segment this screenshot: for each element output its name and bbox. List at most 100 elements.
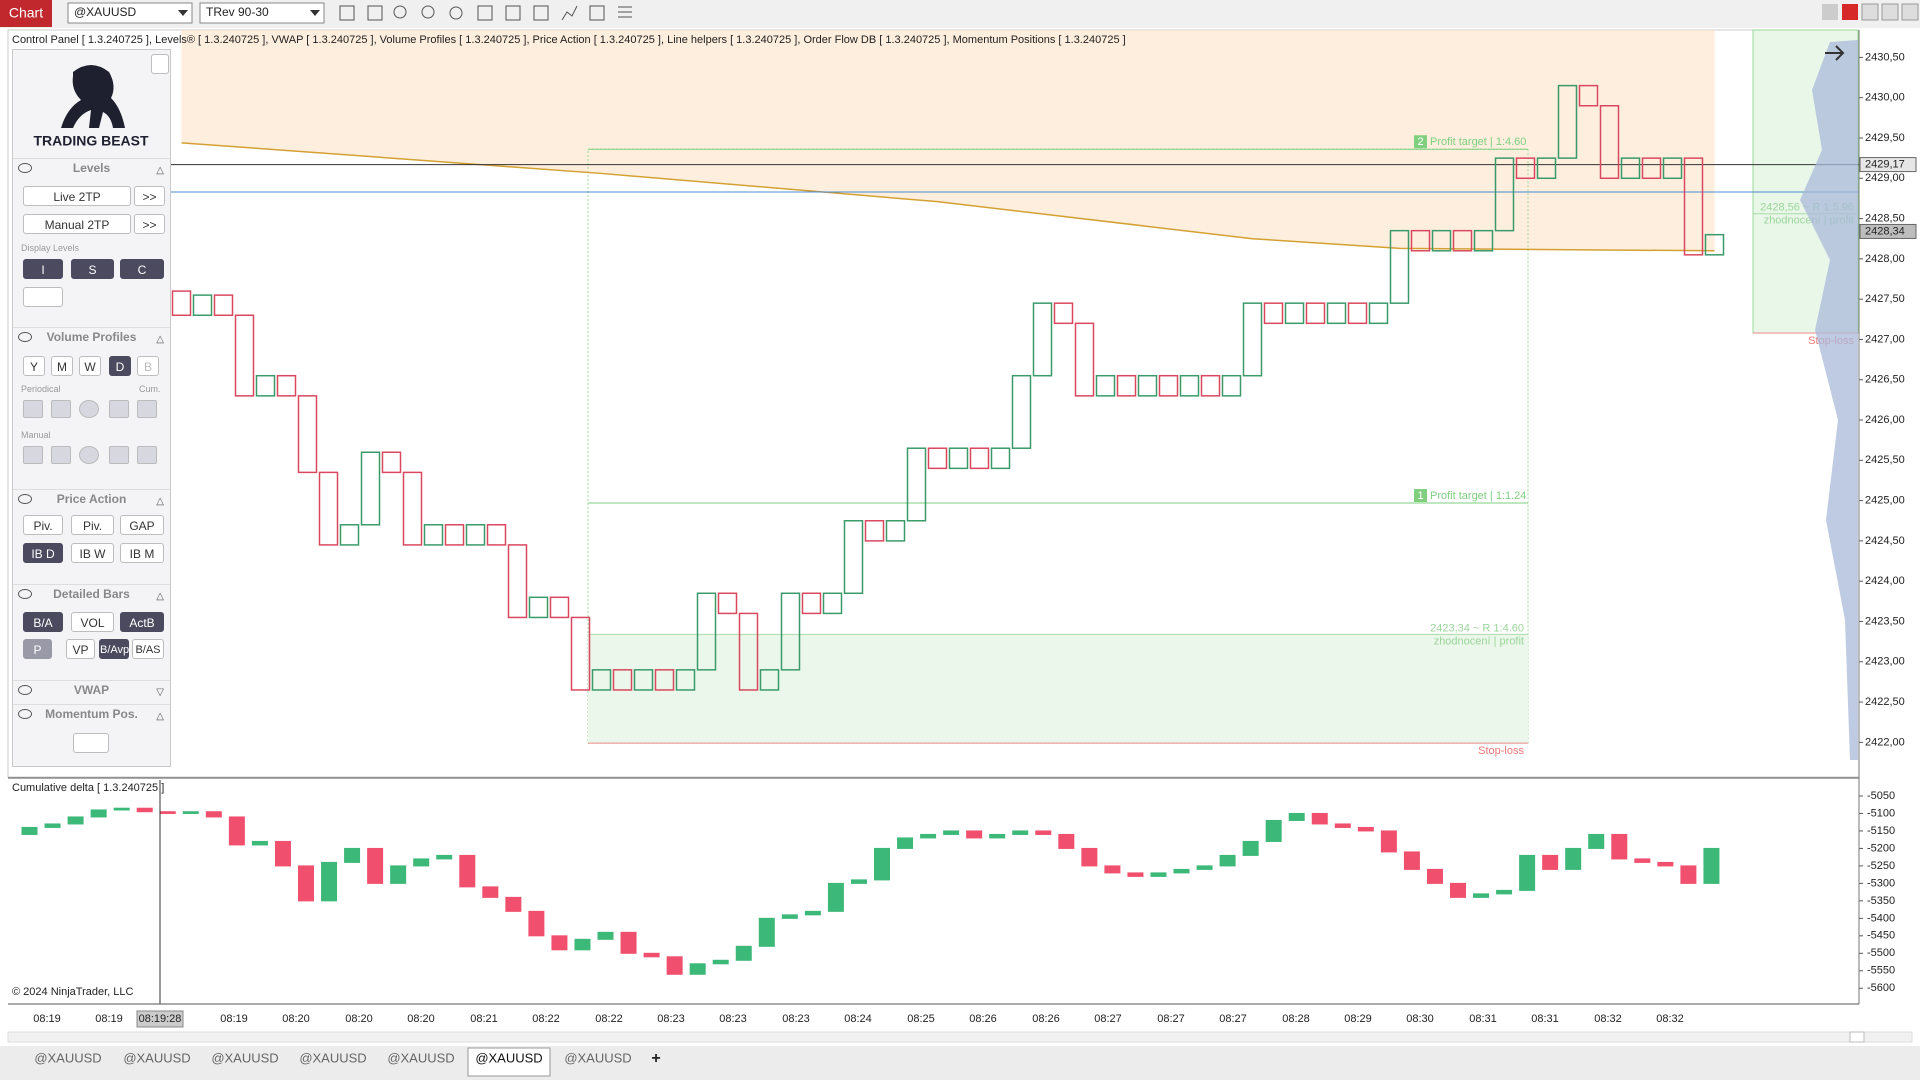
icon-button[interactable]: [137, 446, 157, 464]
section-title: Momentum Pos.: [45, 707, 138, 721]
brick: [885, 519, 906, 542]
button[interactable]: Piv.: [23, 515, 63, 535]
button[interactable]: B/Avp: [99, 639, 129, 659]
button[interactable]: M: [51, 356, 73, 376]
window-button[interactable]: [1901, 3, 1919, 21]
brick: [1578, 84, 1599, 107]
brick: [1452, 229, 1473, 252]
button[interactable]: Y: [23, 356, 45, 376]
brick: [570, 616, 591, 691]
tab[interactable]: @XAUUSD: [387, 1050, 454, 1065]
add-tab[interactable]: +: [651, 1050, 660, 1067]
tab[interactable]: @XAUUSD: [475, 1050, 542, 1065]
candle: [551, 935, 568, 951]
copyright: © 2024 NinjaTrader, LLC: [12, 986, 133, 998]
section-header[interactable]: Detailed Bars △: [13, 584, 170, 603]
button[interactable]: VP: [66, 639, 95, 659]
x-tick-label: 08:32: [1656, 1013, 1684, 1025]
scroll-thumb[interactable]: [1849, 1031, 1865, 1043]
hand-button[interactable]: [23, 287, 63, 307]
candle: [1265, 819, 1282, 842]
button[interactable]: B/AS: [132, 639, 164, 659]
button[interactable]: B/A: [23, 612, 63, 632]
icon-button[interactable]: [23, 400, 43, 418]
bartype-select[interactable]: [199, 2, 325, 24]
candle: [1081, 847, 1098, 867]
candle: [1150, 872, 1167, 877]
button[interactable]: D: [109, 356, 131, 376]
icon-button[interactable]: [51, 400, 71, 418]
tab[interactable]: @XAUUSD: [34, 1050, 101, 1065]
button[interactable]: Piv.: [71, 515, 114, 535]
window-button[interactable]: [1842, 4, 1858, 20]
target-label: Profit target | 1:1.24: [1430, 490, 1526, 502]
brick: [1095, 374, 1116, 397]
candle: [1357, 826, 1374, 832]
button[interactable]: P: [23, 639, 52, 659]
window-button[interactable]: [1861, 3, 1879, 21]
button[interactable]: GAP: [120, 515, 164, 535]
y-tick-label: 2426,50: [1865, 374, 1905, 386]
icon-button[interactable]: [109, 400, 129, 418]
session-zone: [181, 30, 1715, 251]
brick: [1473, 229, 1494, 252]
button[interactable]: IB W: [71, 543, 114, 563]
icon-button[interactable]: [23, 446, 43, 464]
tab[interactable]: @XAUUSD: [123, 1050, 190, 1065]
section-header[interactable]: Price Action △: [13, 489, 170, 508]
brick: [1326, 302, 1347, 325]
candle: [1219, 854, 1236, 867]
button[interactable]: >>: [134, 214, 165, 234]
instrument-select[interactable]: [67, 2, 193, 24]
icon-button[interactable]: [51, 446, 71, 464]
y-tick-label: -5200: [1867, 842, 1895, 854]
button[interactable]: VOL: [71, 612, 114, 632]
button[interactable]: >>: [134, 186, 165, 206]
tab[interactable]: @XAUUSD: [564, 1050, 631, 1065]
candle: [274, 840, 291, 867]
button[interactable]: Live 2TP: [23, 186, 131, 206]
section-header[interactable]: Momentum Pos. △: [13, 704, 170, 723]
tab-bar: [0, 1046, 1920, 1080]
y-tick-label: -5600: [1867, 982, 1895, 994]
button[interactable]: IB D: [23, 543, 63, 563]
icon-button[interactable]: [79, 400, 99, 418]
brick: [444, 524, 465, 546]
section-header[interactable]: Volume Profiles △: [13, 327, 170, 346]
button[interactable]: I: [23, 259, 63, 279]
target-badge-text: 2: [1417, 136, 1423, 148]
window-button[interactable]: [1881, 3, 1899, 21]
section-header[interactable]: Levels △: [13, 158, 170, 177]
button[interactable]: B: [137, 356, 159, 376]
x-tick-label: 08:32: [1594, 1013, 1622, 1025]
button[interactable]: IB M: [120, 543, 164, 563]
tab[interactable]: @XAUUSD: [299, 1050, 366, 1065]
collapse-button[interactable]: [151, 54, 169, 74]
candle: [943, 830, 960, 835]
brick: [255, 374, 276, 397]
icon-button[interactable]: [79, 446, 99, 464]
brick: [528, 596, 549, 619]
delta-title: Cumulative delta [ 1.3.240725 ]: [12, 782, 164, 794]
arrow-icon[interactable]: [1825, 45, 1845, 61]
section-header[interactable]: VWAP ▽: [13, 680, 170, 699]
button[interactable]: C: [120, 259, 164, 279]
chart-button[interactable]: [0, 0, 52, 27]
tab-active[interactable]: [467, 1047, 551, 1077]
candle: [182, 811, 199, 814]
window-button[interactable]: [1822, 4, 1838, 20]
button[interactable]: S: [71, 259, 114, 279]
button[interactable]: W: [79, 356, 101, 376]
icon-button[interactable]: [137, 400, 157, 418]
candle: [758, 917, 775, 947]
eye-button[interactable]: [73, 733, 109, 753]
scrollbar[interactable]: [7, 1031, 1913, 1043]
tab[interactable]: @XAUUSD: [211, 1050, 278, 1065]
x-tick-label: 08:30: [1406, 1013, 1434, 1025]
y-tick-label: 2424,00: [1865, 575, 1905, 587]
button[interactable]: Manual 2TP: [23, 214, 131, 234]
candle: [21, 826, 38, 835]
icon-button[interactable]: [109, 446, 129, 464]
button[interactable]: ActB: [120, 612, 164, 632]
